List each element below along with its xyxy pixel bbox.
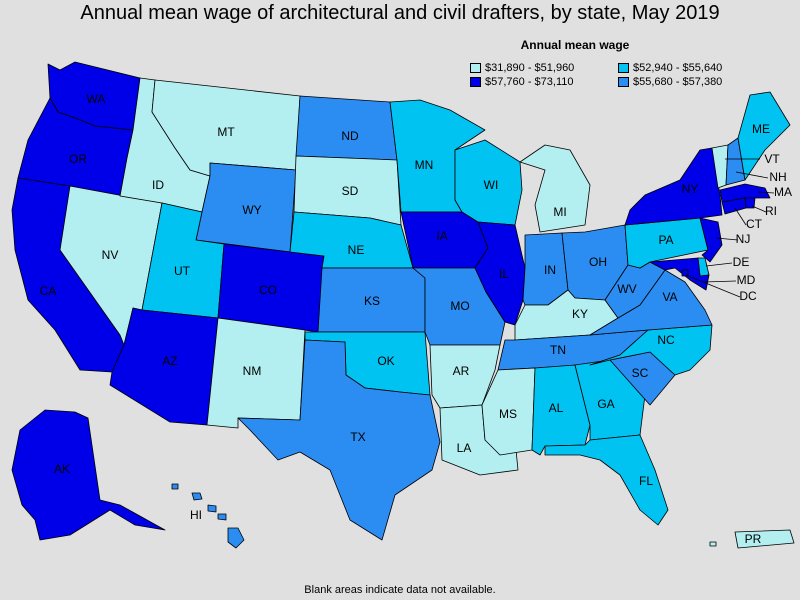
state-label-il: IL	[499, 267, 509, 281]
state-label-or: OR	[69, 152, 87, 166]
state-fl[interactable]	[544, 434, 669, 526]
state-label-nj: NJ	[736, 232, 751, 246]
legend-swatch	[470, 77, 481, 87]
state-label-ne: NE	[348, 243, 365, 257]
state-tx[interactable]	[237, 339, 441, 541]
legend-item: $57,760 - $73,110	[470, 76, 618, 88]
state-label-co: CO	[259, 283, 277, 297]
state-label-nd: ND	[341, 129, 359, 143]
state-il[interactable]	[474, 221, 526, 326]
map-legend: Annual mean wage $31,890 - $51,960 $52,9…	[470, 38, 722, 88]
state-label-ma: MA	[774, 185, 792, 199]
legend-swatch	[470, 63, 481, 73]
state-label-pa: PA	[658, 233, 673, 247]
label-leader-lines	[685, 158, 775, 298]
state-label-dc: DC	[739, 289, 757, 303]
state-label-pr: PR	[745, 532, 762, 546]
state-label-oh: OH	[589, 255, 607, 269]
legend-item: $31,890 - $51,960	[470, 62, 618, 74]
state-label-de: DE	[733, 255, 750, 269]
state-label-ut: UT	[174, 264, 191, 278]
state-label-mn: MN	[415, 158, 434, 172]
map-title: Annual mean wage of architectural and ci…	[80, 2, 720, 24]
state-label-hi: HI	[190, 508, 202, 522]
state-label-mt: MT	[217, 125, 235, 139]
legend-label: $57,760 - $73,110	[485, 76, 574, 88]
state-label-id: ID	[152, 178, 164, 192]
state-label-sd: SD	[342, 184, 359, 198]
state-label-in: IN	[544, 263, 556, 277]
state-md[interactable]	[649, 257, 710, 291]
state-label-ar: AR	[453, 364, 470, 378]
legend-items: $31,890 - $51,960 $52,940 - $55,640 $57,…	[470, 62, 722, 88]
state-me[interactable]	[737, 91, 791, 181]
state-label-mi: MI	[553, 205, 566, 219]
state-label-fl: FL	[639, 474, 653, 488]
state-label-nh: NH	[769, 170, 786, 184]
state-ak[interactable]	[11, 409, 166, 541]
legend-label: $31,890 - $51,960	[485, 62, 575, 74]
state-label-la: LA	[457, 441, 472, 455]
state-label-wa: WA	[87, 92, 106, 106]
legend-label: $55,680 - $57,380	[633, 76, 723, 88]
state-label-ia: IA	[436, 229, 447, 243]
state-label-ct: CT	[746, 217, 763, 231]
state-pr[interactable]	[709, 529, 795, 549]
state-label-ak: AK	[54, 462, 70, 476]
footnote: Blank areas indicate data not available.	[304, 584, 496, 596]
state-label-tx: TX	[350, 430, 365, 444]
state-label-nv: NV	[102, 248, 119, 262]
state-label-me: ME	[752, 122, 770, 136]
legend-item: $55,680 - $57,380	[618, 76, 748, 88]
state-label-md: MD	[737, 273, 756, 287]
state-label-wv: WV	[617, 282, 636, 296]
legend-title: Annual mean wage	[520, 38, 630, 52]
state-nd[interactable]	[295, 95, 398, 161]
legend-swatch	[618, 63, 629, 73]
state-label-vt: VT	[764, 152, 780, 166]
state-nc[interactable]	[589, 324, 713, 376]
state-label-wi: WI	[484, 178, 499, 192]
state-label-ks: KS	[364, 294, 380, 308]
state-label-az: AZ	[162, 354, 177, 368]
state-label-nc: NC	[657, 333, 675, 347]
state-label-mo: MO	[450, 299, 469, 313]
state-label-tn: TN	[550, 343, 566, 357]
state-label-ca: CA	[40, 284, 57, 298]
state-label-sc: SC	[632, 366, 649, 380]
state-ct[interactable]	[721, 197, 747, 215]
state-label-ky: KY	[572, 307, 588, 321]
state-label-nm: NM	[243, 364, 262, 378]
state-label-al: AL	[549, 401, 564, 415]
state-label-ri: RI	[765, 204, 777, 218]
state-label-ok: OK	[377, 354, 394, 368]
legend-item: $52,940 - $55,640	[618, 62, 748, 74]
state-label-ny: NY	[682, 182, 699, 196]
legend-swatch	[618, 77, 629, 87]
state-label-ga: GA	[597, 397, 614, 411]
state-label-wy: WY	[242, 203, 261, 217]
state-label-ms: MS	[499, 407, 517, 421]
legend-label: $52,940 - $55,640	[633, 62, 723, 74]
state-hi[interactable]	[171, 483, 245, 549]
state-mi[interactable]	[519, 144, 591, 233]
state-label-va: VA	[662, 290, 677, 304]
state-nj[interactable]	[699, 217, 723, 263]
state-ny[interactable]	[624, 147, 723, 226]
